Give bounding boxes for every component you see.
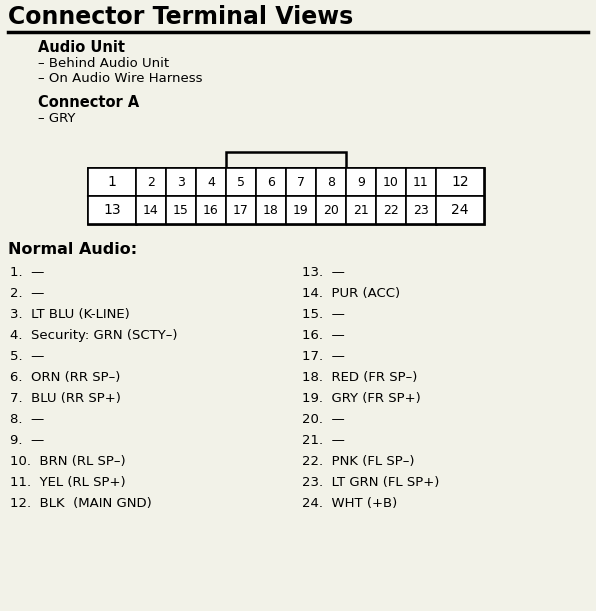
Text: 20.  —: 20. — — [302, 413, 344, 426]
Text: Connector A: Connector A — [38, 95, 139, 110]
Text: 15.  —: 15. — — [302, 308, 345, 321]
Bar — [376, 168, 406, 196]
Text: 9: 9 — [357, 175, 365, 189]
Bar — [406, 196, 436, 224]
Text: 1: 1 — [107, 175, 116, 189]
Text: Normal Audio:: Normal Audio: — [8, 242, 137, 257]
Text: 5: 5 — [237, 175, 245, 189]
Text: 11.  YEL (RL SP+): 11. YEL (RL SP+) — [10, 476, 126, 489]
Text: 1.  —: 1. — — [10, 266, 44, 279]
Text: 2.  —: 2. — — [10, 287, 44, 300]
Text: 16: 16 — [203, 203, 219, 216]
Bar — [226, 168, 256, 196]
Bar — [406, 168, 436, 196]
Text: 18.  RED (FR SP–): 18. RED (FR SP–) — [302, 371, 417, 384]
Text: 4: 4 — [207, 175, 215, 189]
Text: 6: 6 — [267, 175, 275, 189]
Bar — [346, 196, 376, 224]
Text: 8: 8 — [327, 175, 335, 189]
Text: 10.  BRN (RL SP–): 10. BRN (RL SP–) — [10, 455, 126, 468]
Bar — [316, 196, 346, 224]
Text: Connector Terminal Views: Connector Terminal Views — [8, 5, 353, 29]
Bar — [196, 168, 226, 196]
Text: 7: 7 — [297, 175, 305, 189]
Bar — [346, 168, 376, 196]
Text: 3: 3 — [177, 175, 185, 189]
Text: 4.  Security: GRN (SCTY–): 4. Security: GRN (SCTY–) — [10, 329, 178, 342]
Text: 19: 19 — [293, 203, 309, 216]
Text: – On Audio Wire Harness: – On Audio Wire Harness — [38, 72, 203, 85]
Bar — [256, 196, 286, 224]
Text: 23.  LT GRN (FL SP+): 23. LT GRN (FL SP+) — [302, 476, 439, 489]
Bar — [166, 168, 196, 196]
Text: Audio Unit: Audio Unit — [38, 40, 125, 55]
Text: 9.  —: 9. — — [10, 434, 44, 447]
Text: 23: 23 — [413, 203, 429, 216]
Text: 21.  —: 21. — — [302, 434, 345, 447]
Text: 19.  GRY (FR SP+): 19. GRY (FR SP+) — [302, 392, 421, 405]
Text: 15: 15 — [173, 203, 189, 216]
Text: 12: 12 — [451, 175, 469, 189]
Bar — [88, 168, 136, 196]
Bar — [376, 196, 406, 224]
Text: 13.  —: 13. — — [302, 266, 345, 279]
Text: 2: 2 — [147, 175, 155, 189]
Text: 10: 10 — [383, 175, 399, 189]
Bar — [226, 152, 346, 168]
Text: – Behind Audio Unit: – Behind Audio Unit — [38, 57, 169, 70]
Bar — [166, 196, 196, 224]
Text: 18: 18 — [263, 203, 279, 216]
Text: 20: 20 — [323, 203, 339, 216]
Text: 13: 13 — [103, 203, 121, 217]
Bar — [256, 168, 286, 196]
Text: 8.  —: 8. — — [10, 413, 44, 426]
Text: 24: 24 — [451, 203, 468, 217]
Text: 12.  BLK  (MAIN GND): 12. BLK (MAIN GND) — [10, 497, 152, 510]
Bar — [136, 196, 166, 224]
Bar — [436, 196, 484, 224]
Text: 22.  PNK (FL SP–): 22. PNK (FL SP–) — [302, 455, 414, 468]
Text: 7.  BLU (RR SP+): 7. BLU (RR SP+) — [10, 392, 121, 405]
Text: 17.  —: 17. — — [302, 350, 345, 363]
Bar — [136, 168, 166, 196]
Bar — [286, 196, 316, 224]
Bar — [88, 196, 136, 224]
Text: 6.  ORN (RR SP–): 6. ORN (RR SP–) — [10, 371, 120, 384]
Bar — [286, 168, 316, 196]
Text: 3.  LT BLU (K-LINE): 3. LT BLU (K-LINE) — [10, 308, 130, 321]
Text: 5.  —: 5. — — [10, 350, 44, 363]
Text: 17: 17 — [233, 203, 249, 216]
Bar — [88, 168, 484, 224]
Text: 21: 21 — [353, 203, 369, 216]
Text: 24.  WHT (+B): 24. WHT (+B) — [302, 497, 398, 510]
Bar — [196, 196, 226, 224]
Text: – GRY: – GRY — [38, 112, 75, 125]
Text: 11: 11 — [413, 175, 429, 189]
Text: 22: 22 — [383, 203, 399, 216]
Text: 16.  —: 16. — — [302, 329, 344, 342]
Bar — [436, 168, 484, 196]
Bar — [316, 168, 346, 196]
Bar — [226, 196, 256, 224]
Text: 14.  PUR (ACC): 14. PUR (ACC) — [302, 287, 400, 300]
Text: 14: 14 — [143, 203, 159, 216]
